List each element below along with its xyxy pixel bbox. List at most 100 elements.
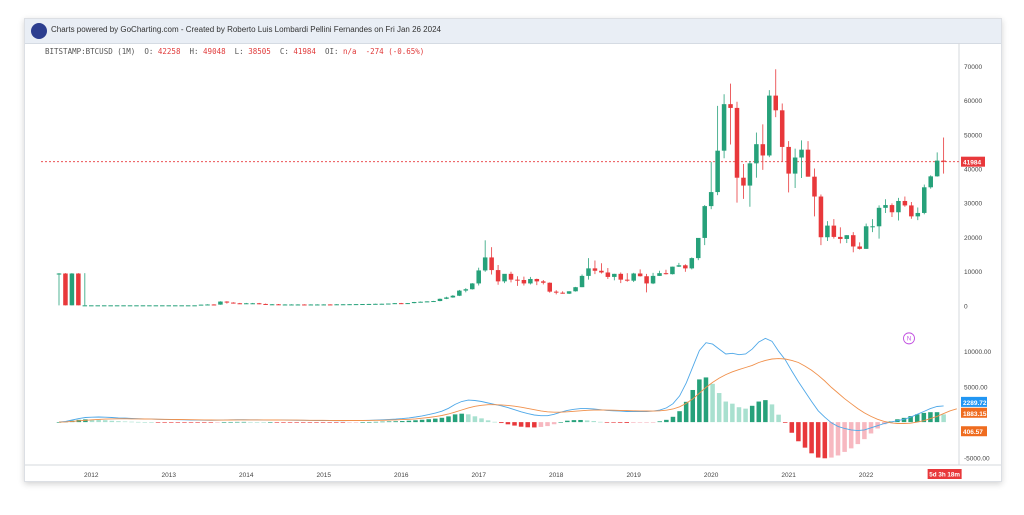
candle-body	[108, 305, 113, 307]
macd-histogram-bar	[334, 422, 339, 423]
macd-histogram-bar	[149, 422, 154, 423]
macd-histogram-bar	[446, 416, 451, 423]
candle-body	[398, 303, 404, 305]
candle-body	[482, 257, 488, 271]
candle-body	[101, 305, 107, 307]
macd-histogram-bar	[340, 422, 346, 423]
macd-histogram-bar	[96, 419, 101, 423]
candle-body	[424, 301, 430, 303]
candle-body	[431, 301, 436, 303]
candle-body	[883, 205, 888, 208]
macd-histogram-bar	[928, 412, 933, 423]
candle-body	[618, 273, 624, 280]
macd-histogram-bar	[835, 422, 841, 456]
candle-body	[140, 305, 146, 307]
candle-body	[224, 301, 230, 303]
macd-histogram-bar	[360, 422, 365, 423]
macd-histogram-bar	[611, 422, 616, 423]
price-tick-label: 30000	[964, 201, 982, 208]
candle-body	[308, 304, 314, 306]
candle-body	[502, 273, 507, 282]
candle-body	[702, 206, 707, 238]
candle-body	[463, 289, 469, 291]
macd-histogram-bar	[406, 420, 412, 423]
macd-histogram-bar	[479, 418, 484, 423]
candle-body	[941, 160, 946, 162]
candle-body	[812, 176, 817, 197]
candle-body	[489, 257, 494, 271]
macd-histogram-bar	[677, 411, 682, 423]
candle-body	[495, 270, 501, 282]
candle-body	[721, 104, 727, 151]
candle-body	[799, 149, 804, 158]
price-tick-label: 50000	[964, 132, 982, 139]
macd-histogram-bar	[802, 422, 808, 448]
candle-body	[315, 304, 320, 306]
candle-body	[547, 282, 553, 292]
candle-body	[476, 270, 481, 284]
candle-countdown-label: 5d 3h 18m	[929, 472, 960, 479]
candle-body	[573, 287, 578, 292]
candle-body	[612, 273, 617, 277]
price-macd-chart[interactable]: 0 10000 20000 30000 40000 50000 60000 70000 1000…	[25, 19, 1001, 481]
candle-body	[786, 146, 791, 174]
candle-body	[676, 265, 682, 267]
macd-histogram-bar	[155, 422, 161, 423]
candle-body	[631, 273, 636, 281]
macd-histogram-bar	[327, 422, 332, 423]
candle-body	[553, 291, 559, 293]
low-label: L:	[234, 47, 244, 56]
macd-histogram-bar	[505, 422, 511, 425]
candle-body	[934, 160, 940, 177]
candle-body	[276, 304, 281, 306]
macd-histogram-bar	[551, 422, 557, 425]
candle-body	[586, 268, 591, 276]
time-tick-label: 2015	[317, 472, 332, 479]
macd-histogram-bar	[657, 421, 663, 423]
candle-body	[205, 304, 210, 306]
candle-body	[237, 303, 243, 305]
macd-histogram-bar	[135, 421, 141, 423]
candle-body	[218, 301, 223, 305]
candle-body	[353, 304, 359, 306]
candle-body	[779, 110, 785, 147]
candle-body	[541, 281, 546, 283]
candle-body	[250, 303, 255, 305]
candle-body	[444, 297, 449, 299]
macd-histogram-bar	[829, 422, 834, 458]
candle-body	[863, 226, 869, 249]
candle-body	[114, 305, 120, 307]
macd-value-badge	[961, 426, 987, 437]
candle-body	[450, 295, 456, 298]
macd-histogram-bar	[413, 420, 418, 423]
candle-body	[857, 246, 862, 249]
time-tick-label: 2020	[704, 472, 719, 479]
macd-histogram-bar	[433, 418, 438, 423]
candle-body	[437, 298, 443, 302]
macd-histogram-bar	[307, 422, 313, 423]
candle-body	[392, 303, 398, 305]
candle-body	[599, 270, 604, 273]
macd-histogram-bar	[142, 422, 148, 423]
candle-body	[360, 304, 365, 306]
candle-body	[767, 95, 772, 156]
candle-body	[231, 302, 236, 304]
header-credit-text: Charts powered by GoCharting.com - Creat…	[51, 25, 441, 34]
candle-body	[302, 304, 307, 306]
time-tick-label: 2012	[84, 472, 99, 479]
candle-body	[831, 225, 837, 237]
close-label: C:	[279, 47, 289, 56]
macd-histogram-bar	[822, 422, 828, 459]
macd-histogram-bar	[697, 379, 702, 423]
candle-body	[818, 196, 824, 238]
candle-body	[327, 304, 333, 306]
macd-histogram-bar	[578, 419, 583, 423]
candle-body	[192, 305, 197, 307]
macd-histogram-bar	[598, 421, 603, 423]
candle-body	[566, 291, 572, 294]
macd-histogram-bar	[195, 422, 200, 423]
macd-histogram-bar	[102, 420, 108, 423]
candle-body	[405, 303, 410, 305]
price-tick-label: 0	[964, 303, 968, 310]
macd-histogram-bar	[492, 421, 497, 423]
